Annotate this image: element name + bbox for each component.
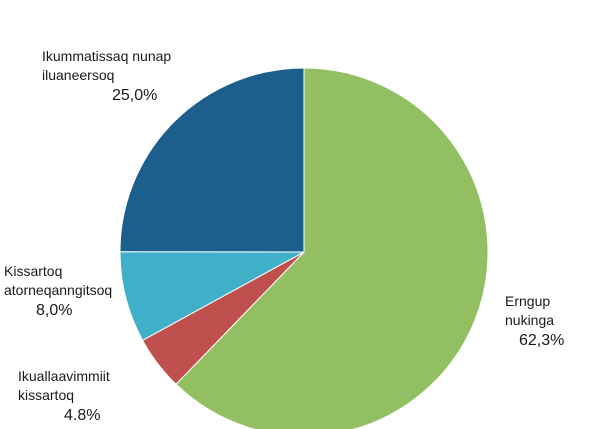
slice-label-3: Kissartoq atorneqanngitsoq 8,0% (4, 263, 112, 319)
slice-label-line: Ikuallaavimmiit (18, 368, 110, 384)
slice-label-line: Ikummatissaq nunap (42, 48, 171, 64)
slice-label-line: iluaneersoq (42, 67, 114, 83)
slice-value-label: 25,0% (112, 87, 157, 104)
slice-label-line: Kissartoq (4, 263, 62, 279)
pie-slice-3 (119, 251, 305, 341)
slice-label-2: Ikuallaavimmiit kissartoq 4.8% (18, 368, 110, 424)
slice-label-line: nukinga (505, 312, 554, 328)
slice-label-line: atorneqanngitsoq (4, 282, 112, 298)
pie-slice-1 (175, 67, 489, 429)
slice-value-label: 62,3% (519, 332, 564, 349)
slice-label-line: kissartoq (18, 387, 74, 403)
slice-label-line: Erngup (505, 293, 550, 309)
pie-slices (119, 67, 489, 429)
slice-label-1: Erngup nukinga 62,3% (505, 293, 564, 349)
slice-value-label: 8,0% (36, 302, 72, 319)
slice-label-4: Ikummatissaq nunap iluaneersoq 25,0% (42, 48, 171, 104)
pie-slice-4 (119, 67, 305, 253)
slice-value-label: 4.8% (64, 407, 100, 424)
slice-labels: Erngup nukinga 62,3% Ikuallaavimmiit kissart… (4, 48, 564, 424)
